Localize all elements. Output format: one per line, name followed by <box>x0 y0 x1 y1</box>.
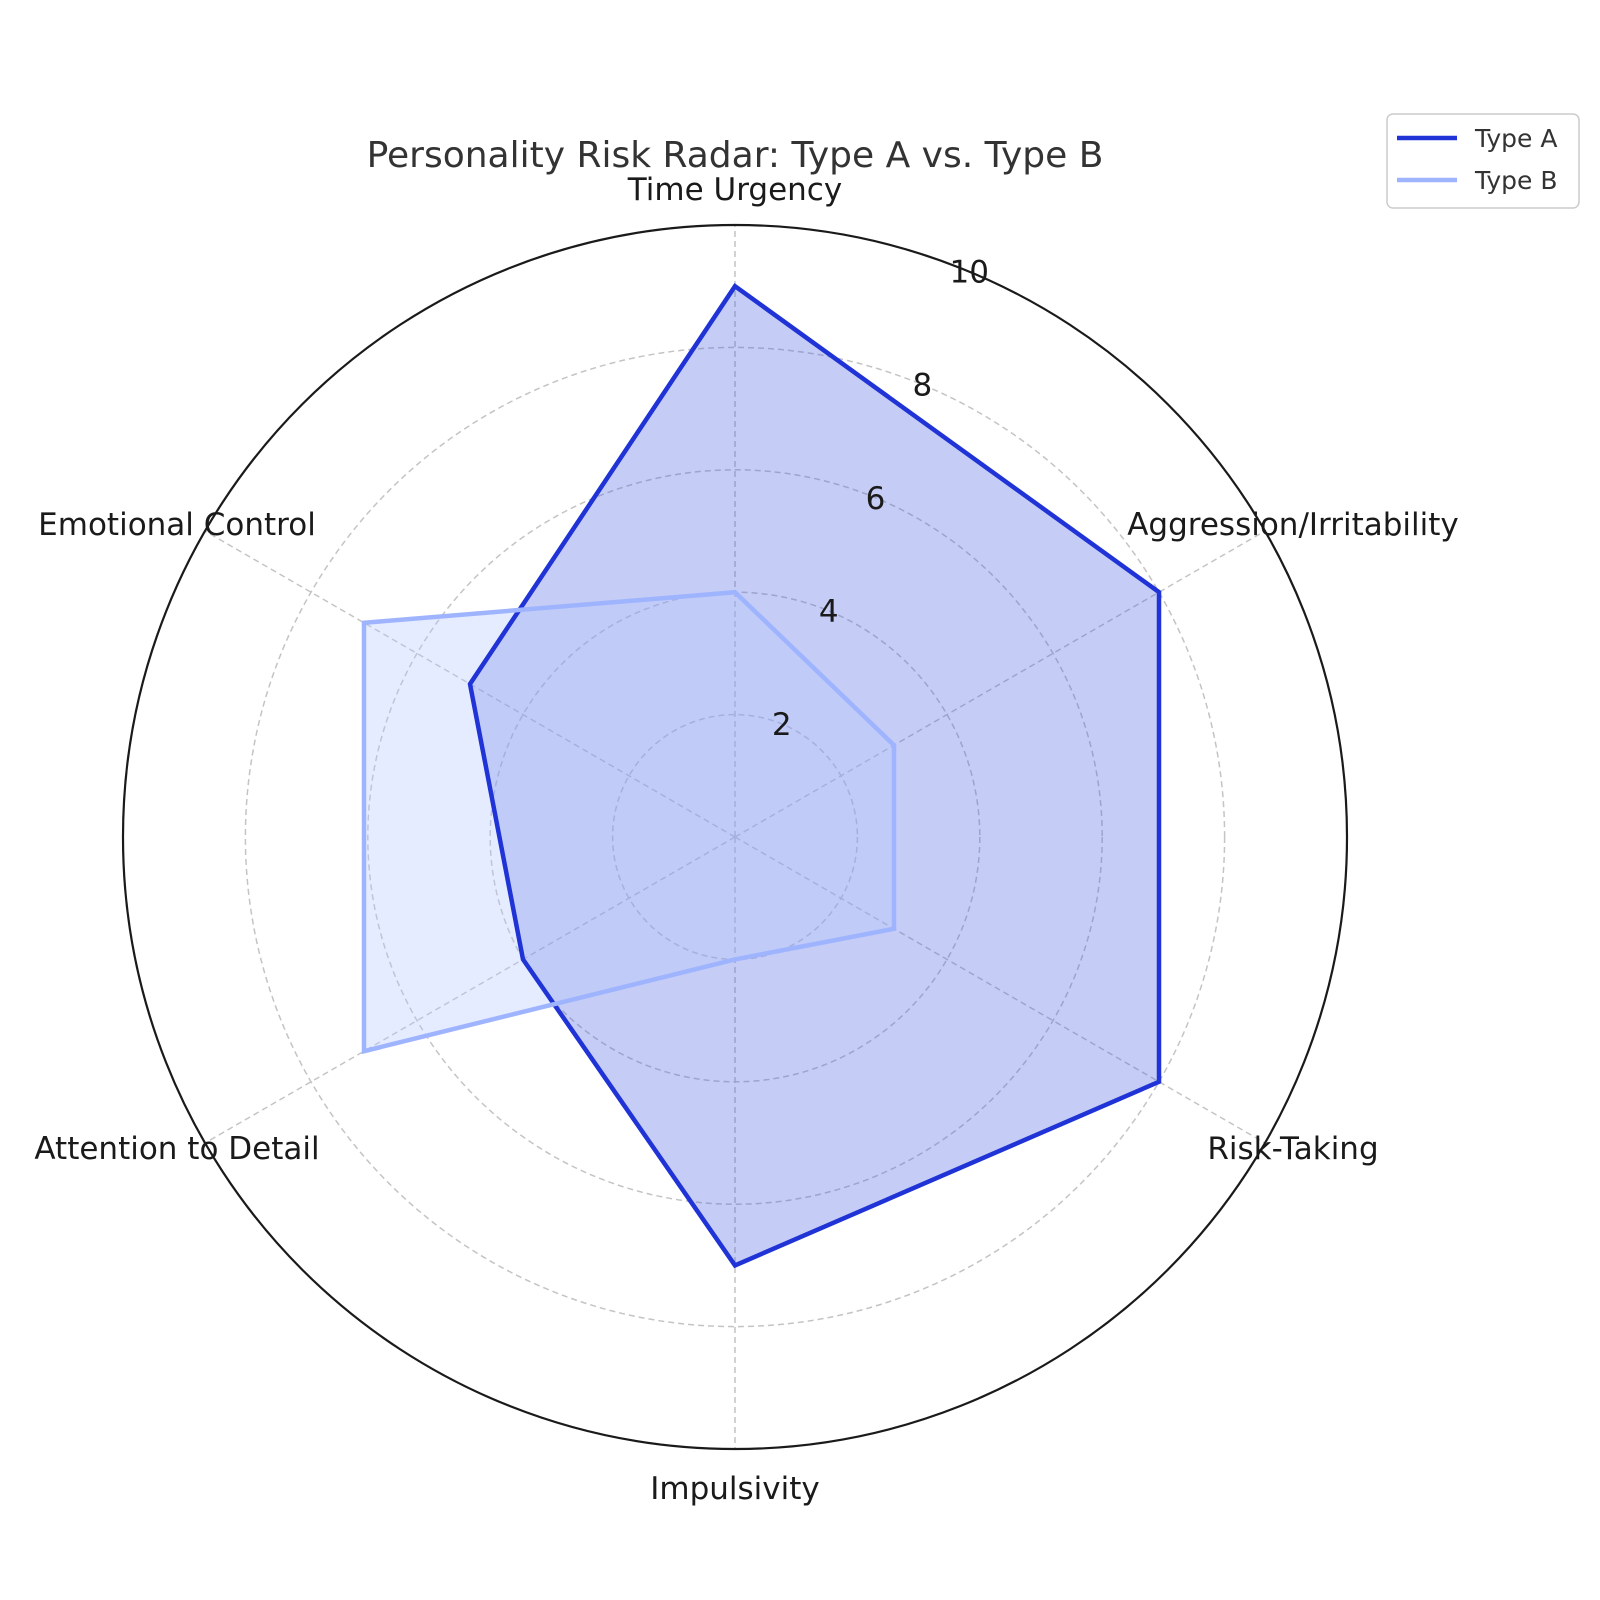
grid-layer <box>121 223 1349 1451</box>
spoke-4 <box>204 836 736 1144</box>
r-tick-label-2: 2 <box>772 707 792 743</box>
spoke-2 <box>734 836 1266 1144</box>
spoke-1 <box>734 530 1266 838</box>
legend-label-type-a: Type A <box>1474 124 1557 153</box>
axis-label-emotional-control: Emotional Control <box>38 507 316 543</box>
r-tick-label-4: 4 <box>819 594 839 630</box>
axis-label-aggression-irritability: Aggression/Irritability <box>1127 507 1459 543</box>
series-area-type-a <box>470 286 1159 1266</box>
series-line-type-b <box>361 589 897 1055</box>
axis-label-time-urgency: Time Urgency <box>627 172 842 208</box>
grid-ring-8 <box>244 346 1226 1328</box>
series-line-type-a <box>467 283 1162 1269</box>
outer-ring <box>121 223 1349 1451</box>
r-tick-label-10: 10 <box>949 255 988 291</box>
axis-label-attention-to-detail: Attention to Detail <box>34 1131 319 1167</box>
ticks-layer: 2 4 6 8 10 <box>772 255 989 743</box>
legend: Type A Type B <box>1386 113 1580 209</box>
axis-label-impulsivity: Impulsivity <box>650 1471 820 1507</box>
chart-title: Personality Risk Radar: Type A vs. Type … <box>367 135 1104 176</box>
grid-ring-6 <box>367 469 1103 1205</box>
axis-label-risk-taking: Risk-Taking <box>1207 1131 1378 1167</box>
r-tick-label-6: 6 <box>866 481 886 517</box>
series-area-type-b <box>364 592 894 1052</box>
labels-layer: Time Urgency Aggression/Irritability Risk-… <box>34 172 1458 1507</box>
series-layer <box>361 283 1162 1269</box>
legend-label-type-b: Type B <box>1474 166 1558 195</box>
r-tick-label-8: 8 <box>913 368 933 404</box>
